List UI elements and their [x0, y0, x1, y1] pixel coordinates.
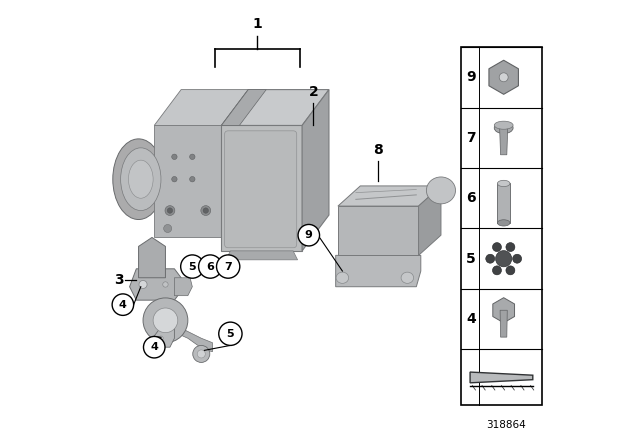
- Polygon shape: [500, 128, 508, 155]
- Text: 4: 4: [466, 312, 476, 326]
- Text: 7: 7: [224, 262, 232, 271]
- Text: 6: 6: [206, 262, 214, 271]
- Ellipse shape: [486, 254, 495, 263]
- Polygon shape: [174, 278, 192, 296]
- Text: 318864: 318864: [486, 420, 526, 430]
- Polygon shape: [461, 47, 541, 405]
- Circle shape: [219, 322, 242, 345]
- Circle shape: [143, 336, 165, 358]
- Ellipse shape: [197, 350, 205, 358]
- Text: 2: 2: [308, 85, 318, 99]
- Text: 9: 9: [466, 70, 476, 84]
- Ellipse shape: [143, 298, 188, 343]
- Circle shape: [298, 224, 319, 246]
- Text: 9: 9: [305, 230, 313, 240]
- Text: 6: 6: [466, 191, 476, 205]
- Ellipse shape: [121, 148, 161, 211]
- Ellipse shape: [165, 206, 175, 215]
- Polygon shape: [154, 90, 248, 125]
- Polygon shape: [130, 269, 181, 300]
- Polygon shape: [500, 310, 508, 337]
- Polygon shape: [139, 237, 165, 278]
- Text: 3: 3: [115, 273, 124, 287]
- Polygon shape: [221, 125, 302, 251]
- Circle shape: [180, 255, 204, 278]
- Ellipse shape: [163, 282, 168, 287]
- Polygon shape: [470, 372, 533, 383]
- Ellipse shape: [201, 206, 211, 215]
- Ellipse shape: [494, 122, 513, 134]
- Ellipse shape: [113, 139, 164, 220]
- Ellipse shape: [164, 224, 172, 233]
- Ellipse shape: [497, 220, 510, 226]
- Polygon shape: [338, 186, 441, 206]
- Polygon shape: [336, 255, 421, 287]
- Ellipse shape: [153, 308, 178, 332]
- Text: 5: 5: [466, 252, 476, 266]
- Circle shape: [112, 294, 134, 315]
- Ellipse shape: [493, 243, 502, 252]
- Circle shape: [216, 255, 240, 278]
- Circle shape: [198, 255, 222, 278]
- Text: 4: 4: [150, 342, 158, 352]
- Polygon shape: [493, 298, 515, 323]
- Ellipse shape: [159, 336, 163, 340]
- Polygon shape: [221, 90, 266, 125]
- Ellipse shape: [167, 208, 173, 213]
- Ellipse shape: [193, 345, 210, 362]
- Text: 4: 4: [119, 300, 127, 310]
- Polygon shape: [338, 206, 419, 255]
- Ellipse shape: [506, 266, 515, 275]
- Ellipse shape: [499, 73, 508, 82]
- Polygon shape: [221, 90, 248, 237]
- Text: 5: 5: [189, 262, 196, 271]
- Ellipse shape: [139, 280, 147, 289]
- FancyBboxPatch shape: [225, 131, 297, 248]
- Ellipse shape: [426, 177, 456, 204]
- Text: 1: 1: [252, 17, 262, 31]
- Ellipse shape: [189, 177, 195, 182]
- Ellipse shape: [189, 154, 195, 159]
- Ellipse shape: [203, 208, 209, 213]
- Text: 5: 5: [227, 329, 234, 339]
- Ellipse shape: [172, 154, 177, 159]
- Text: 7: 7: [466, 131, 476, 145]
- Polygon shape: [154, 125, 221, 237]
- Polygon shape: [497, 184, 510, 223]
- Ellipse shape: [401, 272, 413, 284]
- Polygon shape: [302, 90, 329, 251]
- Ellipse shape: [493, 266, 502, 275]
- Ellipse shape: [129, 160, 153, 198]
- Text: 8: 8: [373, 143, 383, 157]
- Ellipse shape: [506, 243, 515, 252]
- Ellipse shape: [497, 180, 510, 187]
- Polygon shape: [419, 186, 441, 255]
- Polygon shape: [168, 320, 212, 352]
- Ellipse shape: [172, 177, 177, 182]
- Polygon shape: [221, 90, 329, 125]
- Ellipse shape: [494, 121, 513, 129]
- Ellipse shape: [336, 272, 349, 284]
- Polygon shape: [489, 60, 518, 95]
- Polygon shape: [150, 327, 174, 347]
- Polygon shape: [226, 251, 298, 260]
- Ellipse shape: [513, 254, 522, 263]
- Circle shape: [495, 251, 512, 267]
